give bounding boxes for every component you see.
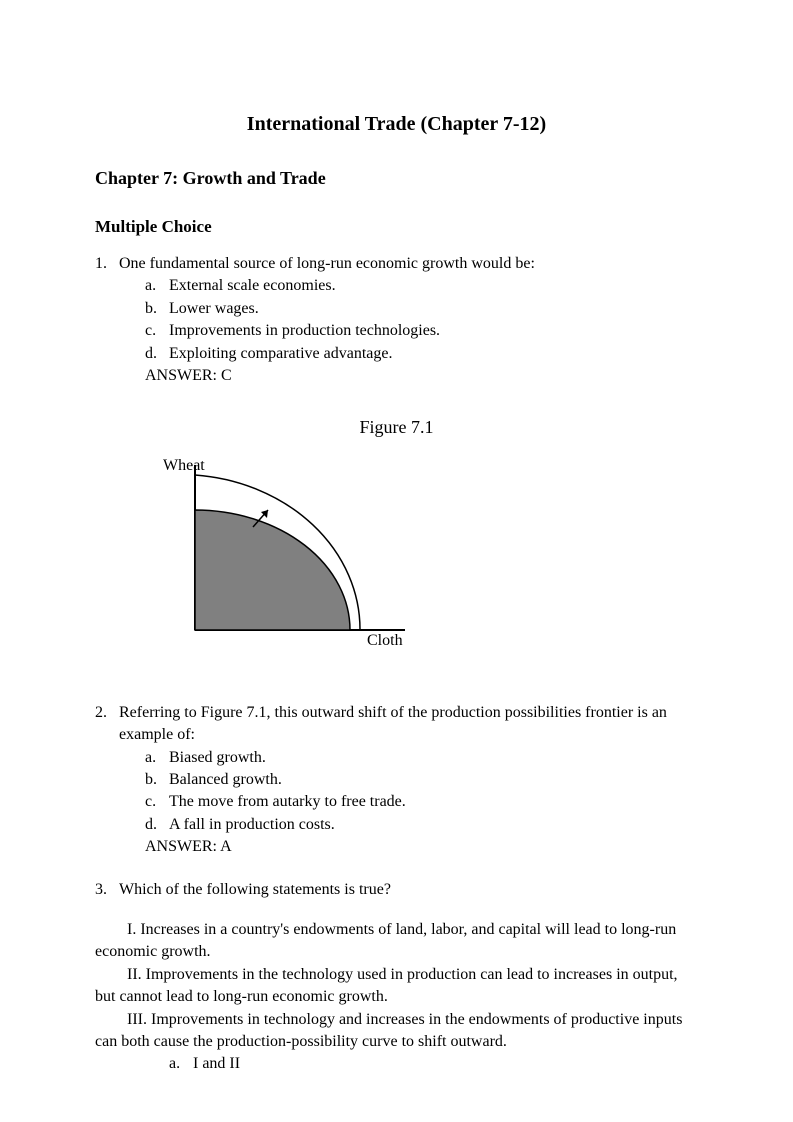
choice-text: Improvements in production technologies. (169, 320, 440, 342)
choice-text: The move from autarky to free trade. (169, 791, 406, 813)
choice-letter: c. (145, 320, 169, 342)
statement-2: II. Improvements in the technology used … (95, 964, 698, 1009)
choice-letter: a. (145, 275, 169, 297)
section-title: Multiple Choice (95, 215, 698, 239)
choice-b: b. Balanced growth. (145, 769, 698, 791)
question-2: 2. Referring to Figure 7.1, this outward… (95, 702, 698, 859)
question-3: 3. Which of the following statements is … (95, 879, 698, 1076)
choice-letter: a. (145, 747, 169, 769)
question-body: Referring to Figure 7.1, this outward sh… (119, 702, 698, 747)
choice-text: I and II (193, 1053, 240, 1075)
choice-text: External scale economies. (169, 275, 336, 297)
question-number: 3. (95, 879, 119, 901)
choice-letter: a. (169, 1053, 193, 1075)
figure-label: Figure 7.1 (95, 415, 698, 440)
choice-letter: b. (145, 769, 169, 791)
question-number: 1. (95, 253, 119, 275)
choice-text: Biased growth. (169, 747, 266, 769)
choice-a: a. External scale economies. (145, 275, 698, 297)
ppf-chart: Wheat Cloth (145, 455, 435, 655)
choice-text: Lower wages. (169, 298, 259, 320)
choice-c: c. The move from autarky to free trade. (145, 791, 698, 813)
choice-text: Exploiting comparative advantage. (169, 343, 392, 365)
choice-b: b. Lower wages. (145, 298, 698, 320)
choice-a: a. I and II (169, 1053, 698, 1075)
answer: ANSWER: C (95, 365, 698, 387)
statement-3: III. Improvements in technology and incr… (95, 1009, 698, 1054)
choice-text: Balanced growth. (169, 769, 282, 791)
main-title: International Trade (Chapter 7-12) (95, 110, 698, 138)
question-1: 1. One fundamental source of long-run ec… (95, 253, 698, 387)
choice-text: A fall in production costs. (169, 814, 335, 836)
chapter-title: Chapter 7: Growth and Trade (95, 166, 698, 191)
question-body: Which of the following statements is tru… (119, 879, 698, 901)
y-axis-label: Wheat (163, 457, 205, 474)
statement-1: I. Increases in a country's endowments o… (95, 919, 698, 964)
figure-container: Wheat Cloth (95, 455, 698, 662)
choice-c: c. Improvements in production technologi… (145, 320, 698, 342)
choice-letter: b. (145, 298, 169, 320)
question-number: 2. (95, 702, 119, 747)
answer: ANSWER: A (95, 836, 698, 858)
choice-a: a. Biased growth. (145, 747, 698, 769)
choice-d: d. Exploiting comparative advantage. (145, 343, 698, 365)
choice-letter: d. (145, 814, 169, 836)
x-axis-label: Cloth (367, 632, 403, 649)
choice-letter: d. (145, 343, 169, 365)
choice-d: d. A fall in production costs. (145, 814, 698, 836)
choice-letter: c. (145, 791, 169, 813)
question-body: One fundamental source of long-run econo… (119, 253, 698, 275)
